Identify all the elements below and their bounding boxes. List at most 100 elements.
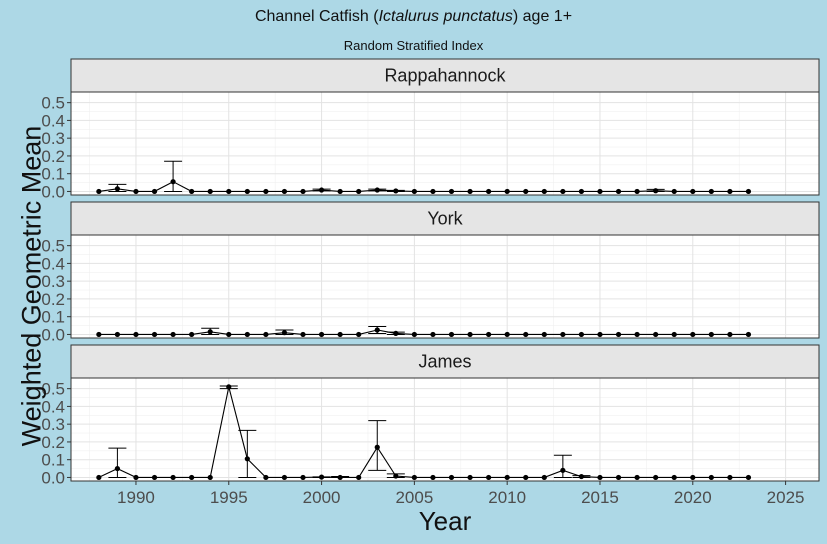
x-tick-label: 1995 xyxy=(210,488,248,507)
y-tick-label: 0.3 xyxy=(41,415,65,434)
data-point xyxy=(560,331,566,338)
data-point xyxy=(560,188,566,195)
chart-title: Channel Catfish (Ictalurus punctatus) ag… xyxy=(254,8,573,25)
data-point xyxy=(96,188,102,195)
x-tick-label: 2020 xyxy=(674,488,712,507)
facet-strip-label: James xyxy=(418,352,471,372)
data-point xyxy=(281,330,288,336)
data-point xyxy=(690,331,696,338)
y-tick-label: 0.2 xyxy=(41,290,65,309)
data-point xyxy=(708,331,714,338)
y-tick-label: 0.2 xyxy=(41,147,65,166)
data-point xyxy=(523,331,529,338)
facet-strip xyxy=(70,58,820,93)
facet-strip xyxy=(70,344,820,379)
x-tick-label: 2025 xyxy=(767,488,805,507)
data-point xyxy=(448,331,455,338)
panel-background xyxy=(71,235,819,338)
data-point xyxy=(374,187,380,193)
data-point xyxy=(690,474,696,481)
data-point xyxy=(653,474,659,481)
data-point xyxy=(486,331,492,338)
y-tick-label: 0.4 xyxy=(41,111,65,130)
series-line xyxy=(98,329,749,335)
data-point xyxy=(578,473,585,480)
series-line xyxy=(98,181,749,192)
panel-border xyxy=(70,234,820,339)
data-point xyxy=(615,331,622,338)
data-point xyxy=(207,474,213,481)
y-axis-label: Weighted Geometric Mean xyxy=(16,125,47,447)
panel-border xyxy=(70,377,820,482)
data-point xyxy=(337,474,343,481)
data-point xyxy=(281,474,288,481)
facet-strip-label: York xyxy=(427,209,463,229)
data-point xyxy=(374,327,380,333)
data-point xyxy=(597,474,603,481)
data-point xyxy=(189,188,195,195)
y-tick-label: 0.5 xyxy=(41,380,65,399)
data-point xyxy=(560,467,566,473)
data-point xyxy=(337,188,343,195)
data-point xyxy=(263,188,269,195)
data-point xyxy=(411,331,417,338)
y-tick-label: 0.1 xyxy=(41,308,65,327)
data-point xyxy=(671,474,677,481)
data-point xyxy=(578,188,585,195)
data-point xyxy=(318,331,325,338)
data-point xyxy=(430,474,436,481)
data-point xyxy=(708,474,714,481)
data-point xyxy=(727,188,733,195)
data-point xyxy=(671,331,677,338)
data-point xyxy=(504,188,510,195)
panel-background xyxy=(71,378,819,481)
data-point xyxy=(671,188,677,195)
data-point xyxy=(504,331,510,338)
data-point xyxy=(244,188,250,195)
data-point xyxy=(486,188,492,195)
data-point xyxy=(745,474,752,481)
facet-strip-label: Rappahannock xyxy=(384,66,506,86)
data-point xyxy=(411,474,417,481)
data-point xyxy=(523,188,529,195)
data-point xyxy=(207,188,213,195)
data-point xyxy=(393,188,399,194)
data-point xyxy=(244,456,250,462)
data-point xyxy=(541,474,547,481)
data-point xyxy=(727,331,733,338)
data-point xyxy=(96,474,102,481)
data-point xyxy=(615,188,622,195)
data-point xyxy=(653,331,659,338)
x-axis-label: Year xyxy=(418,506,472,536)
data-point xyxy=(486,474,492,481)
data-point xyxy=(189,331,195,338)
data-point xyxy=(504,474,510,481)
panel-rappahannock: Rappahannock 0.00.10.20.30.40.5 xyxy=(41,58,820,201)
data-point xyxy=(300,331,306,338)
data-point xyxy=(448,188,455,195)
facet-strip xyxy=(70,201,820,236)
data-point xyxy=(189,474,195,481)
data-point xyxy=(226,188,232,195)
data-point xyxy=(356,331,362,338)
data-point xyxy=(170,474,176,481)
y-tick-label: 0.0 xyxy=(41,182,65,201)
data-point xyxy=(597,188,603,195)
data-point xyxy=(467,188,473,195)
y-tick-label: 0.2 xyxy=(41,433,65,452)
panel-border xyxy=(70,91,820,196)
panel-background xyxy=(71,92,819,195)
y-tick-label: 0.4 xyxy=(41,397,65,416)
data-point xyxy=(634,188,640,195)
x-tick-label: 2000 xyxy=(303,488,341,507)
data-point xyxy=(337,331,343,338)
panel-york: York 0.00.10.20.30.40.5 xyxy=(41,201,820,344)
data-point xyxy=(318,474,325,480)
data-point xyxy=(745,188,752,195)
data-point xyxy=(114,465,121,472)
data-point xyxy=(541,188,547,195)
data-point xyxy=(745,331,752,338)
data-point xyxy=(318,187,325,193)
data-point xyxy=(541,331,547,338)
